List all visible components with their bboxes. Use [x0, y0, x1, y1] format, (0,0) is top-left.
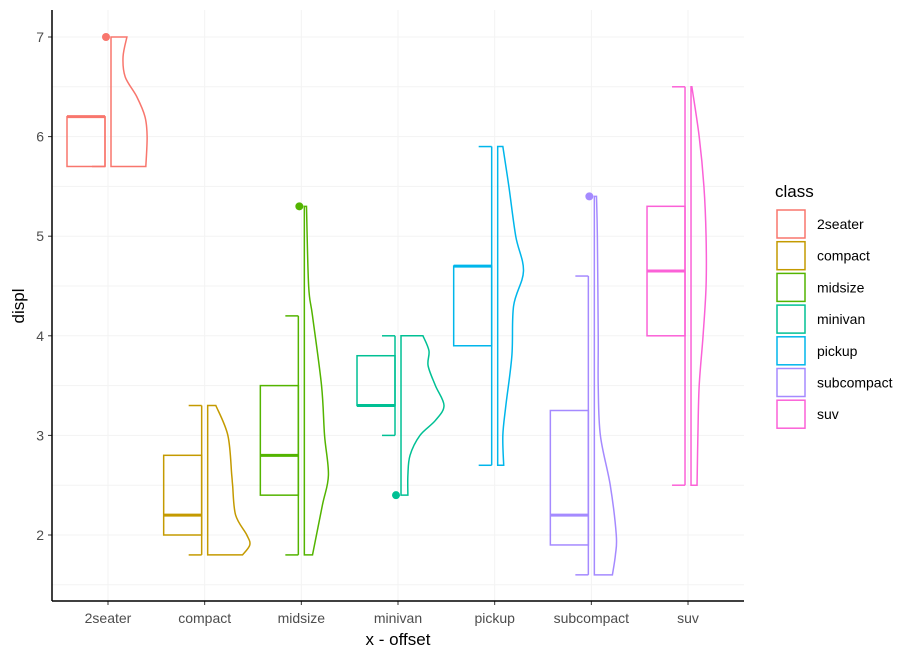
axes: 2seater compact midsize minivan pickup subcom… [36, 10, 744, 626]
y-tick-label: 5 [36, 228, 44, 244]
outlier-point [392, 491, 401, 500]
group-pickup [452, 145, 525, 467]
legend-key [776, 209, 806, 239]
y-tick-label: 6 [36, 129, 44, 145]
x-tick-label: minivan [374, 610, 422, 626]
group-subcompact [549, 192, 618, 576]
violin [690, 86, 708, 486]
legend-item-2seater: 2seater [776, 209, 864, 239]
group-compact [162, 404, 251, 556]
legend-label: minivan [817, 311, 865, 327]
legend-label: midsize [817, 279, 865, 295]
x-tick-label: midsize [278, 610, 326, 626]
group-minivan [356, 335, 445, 500]
group-suv [646, 86, 708, 486]
outlier-point [102, 33, 110, 41]
x-tick-label: subcompact [554, 610, 630, 626]
violin [303, 205, 330, 556]
box [162, 454, 203, 536]
legend-key [776, 304, 806, 334]
legend-item-minivan: minivan [776, 304, 865, 334]
box [259, 384, 300, 496]
outlier-point [585, 192, 594, 201]
violin [496, 145, 525, 467]
x-tick-label: pickup [474, 610, 515, 626]
legend-item-suv: suv [776, 399, 839, 429]
x-axis-title: x - offset [366, 630, 431, 649]
y-tick-label: 2 [36, 527, 44, 543]
legend-key [776, 272, 806, 303]
legend-item-pickup: pickup [776, 336, 858, 366]
legend-label: pickup [817, 343, 858, 359]
violin [593, 195, 618, 576]
legend-label: compact [817, 248, 870, 264]
violin [206, 404, 251, 556]
x-tick-label: suv [677, 610, 699, 626]
violin [110, 36, 148, 168]
legend-key [776, 336, 806, 366]
legend-item-midsize: midsize [776, 272, 865, 303]
legend-key [776, 240, 806, 271]
marks [66, 33, 708, 576]
y-axis-title: displ [9, 289, 28, 324]
legend-key [776, 367, 806, 398]
group-midsize [259, 202, 330, 556]
box [66, 115, 106, 168]
group-2seater [66, 33, 148, 168]
legend: 2seater compact midsize minivan pickup subcom… [776, 209, 893, 429]
outlier-point [295, 202, 304, 211]
legend-key [776, 399, 806, 429]
violin [400, 335, 445, 496]
grid [52, 10, 744, 601]
legend-title: class [775, 182, 814, 201]
y-tick-label: 7 [36, 29, 44, 45]
y-tick-label: 3 [36, 427, 44, 443]
x-tick-label: compact [178, 610, 231, 626]
legend-label: suv [817, 406, 839, 422]
legend-label: subcompact [817, 375, 893, 391]
legend-label: 2seater [817, 216, 864, 232]
y-tick-label: 4 [36, 328, 44, 344]
legend-item-subcompact: subcompact [776, 367, 893, 398]
box [549, 409, 590, 546]
box [452, 265, 493, 347]
x-tick-label: 2seater [85, 610, 132, 626]
legend-item-compact: compact [776, 240, 870, 271]
box [356, 354, 396, 407]
